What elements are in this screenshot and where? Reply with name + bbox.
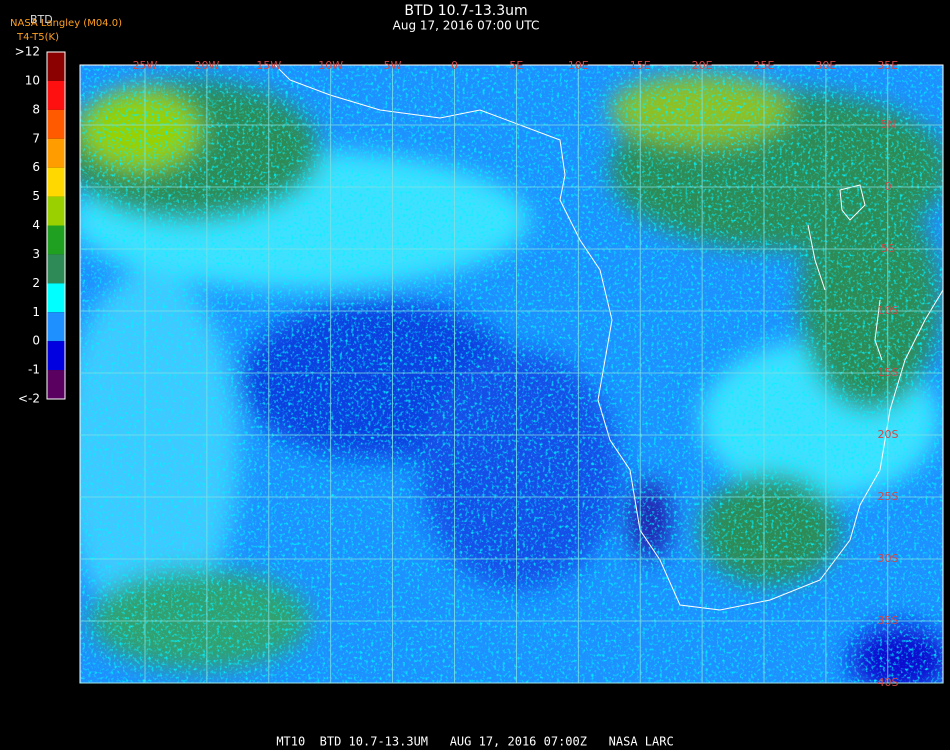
colorbar-label: 2 xyxy=(32,276,40,290)
lat-label: 0 xyxy=(885,180,892,193)
lon-label: 20W xyxy=(194,59,219,72)
lat-label: 25S xyxy=(878,490,899,503)
colorbar-cell xyxy=(47,341,65,371)
colorbar-cell xyxy=(47,196,65,226)
lon-label: 25W xyxy=(133,59,158,72)
lon-label: 0 xyxy=(451,59,458,72)
colorbar-label: 1 xyxy=(32,305,40,319)
colorbar-cell xyxy=(47,312,65,342)
lat-label: 35S xyxy=(878,614,899,627)
colorbar-label: 4 xyxy=(32,218,40,232)
lon-label: 5E xyxy=(509,59,523,72)
lon-label: 30E xyxy=(815,59,836,72)
colorbar-cell xyxy=(47,370,65,399)
colorbar-cell xyxy=(47,167,65,197)
colorbar-cell xyxy=(47,109,65,139)
title: BTD 10.7-13.3um xyxy=(404,3,527,19)
colorbar-label: <-2 xyxy=(18,392,40,406)
colorbar-label: 3 xyxy=(32,247,40,261)
colorbar-cell xyxy=(47,254,65,284)
colorbar-label: 6 xyxy=(32,160,40,174)
units: T4-T5(K) xyxy=(16,32,59,43)
lon-label: 10E xyxy=(568,59,589,72)
lat-label: 20S xyxy=(878,428,899,441)
lon-label: 15W xyxy=(256,59,281,72)
lon-label: 10W xyxy=(318,59,343,72)
colorbar-cell xyxy=(47,283,65,313)
colorbar-label: -1 xyxy=(28,363,40,377)
colorbar-frame xyxy=(46,51,66,400)
colorbar-label: 10 xyxy=(25,73,40,87)
colorbar-label: 0 xyxy=(32,334,40,348)
subtitle: Aug 17, 2016 07:00 UTC xyxy=(393,19,540,33)
colorbar-cell xyxy=(47,138,65,168)
colorbar-cell xyxy=(47,80,65,110)
colorbar-label: 7 xyxy=(32,131,40,145)
lon-label: 35E xyxy=(877,59,898,72)
lat-label: 5N xyxy=(880,118,895,131)
colorbar-label: 5 xyxy=(32,189,40,203)
lon-label: 20E xyxy=(692,59,713,72)
lon-label: 5W xyxy=(384,59,402,72)
satellite-image xyxy=(80,65,943,683)
lat-label: 30S xyxy=(878,552,899,565)
product: BTD xyxy=(30,13,53,26)
footer: MT10 BTD 10.7-13.3UM AUG 17, 2016 07:00Z… xyxy=(276,735,673,749)
lat-label: 40S xyxy=(878,676,899,689)
lat-label: 10S xyxy=(878,304,899,317)
colorbar-label: >12 xyxy=(15,45,40,59)
colorbar-cell xyxy=(47,225,65,255)
source: NASA Langley (M04.0) xyxy=(10,18,122,29)
lon-label: 15E xyxy=(630,59,651,72)
lat-label: 15S xyxy=(878,366,899,379)
lat-label: 5S xyxy=(881,242,895,255)
colorbar-label: 8 xyxy=(32,102,40,116)
lon-label: 25E xyxy=(754,59,775,72)
colorbar-cell xyxy=(47,52,65,81)
